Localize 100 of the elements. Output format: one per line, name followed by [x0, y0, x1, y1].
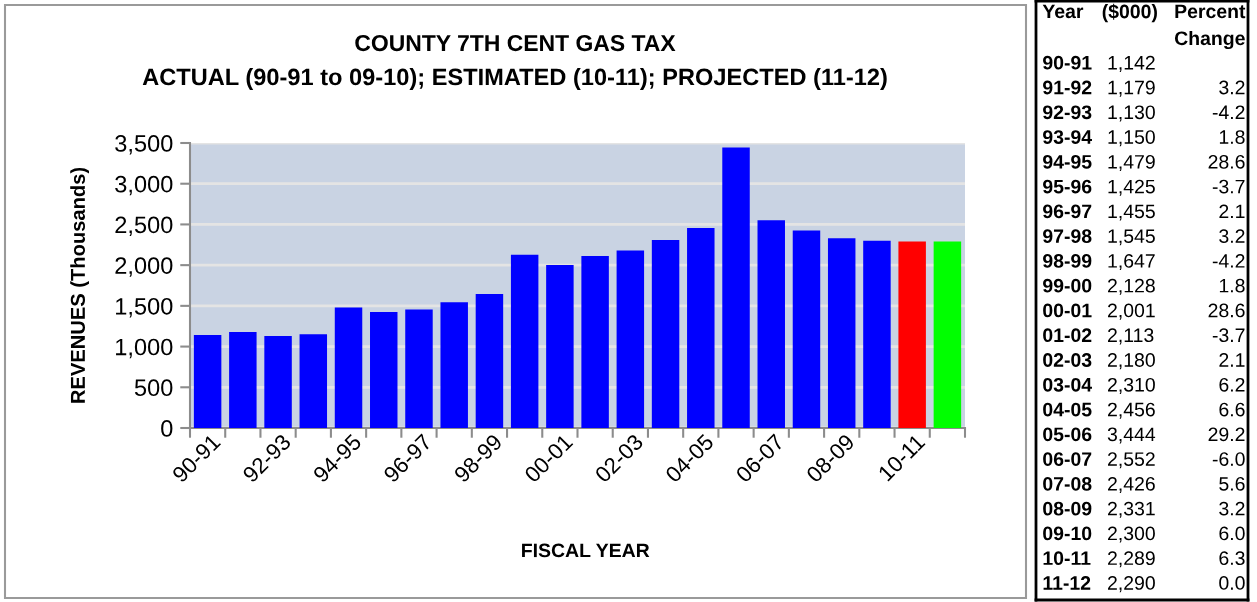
bar	[722, 147, 750, 428]
category-label: 94-95	[1043, 154, 1092, 169]
bar	[299, 334, 328, 428]
data-label: 2.1	[1219, 204, 1245, 219]
data-label: 0.0	[1219, 576, 1245, 590]
data-label: 2,290	[1108, 576, 1155, 593]
data-label: 29.2	[1208, 427, 1245, 442]
bar	[792, 230, 821, 428]
y-axis-title: REVENUES (Thousands)	[70, 167, 89, 403]
y-tick-label: 3,500	[115, 135, 173, 155]
chart-subtitle: ACTUAL (90-91 to 09-10); ESTIMATED (10-11); PROJECTED (11-12)	[142, 68, 887, 90]
text: Year	[1042, 4, 1084, 19]
category-label: 07-08	[1043, 476, 1092, 491]
bar	[898, 241, 926, 428]
data-label: 28.6	[1208, 154, 1245, 169]
bar	[687, 228, 715, 428]
data-label: 1,479	[1108, 154, 1155, 171]
data-label: 1,130	[1108, 105, 1155, 122]
y-tick-label: 1,000	[116, 338, 173, 359]
data-label: 2,180	[1108, 353, 1155, 370]
category-label: 95-96	[1043, 179, 1092, 194]
text: ($000)	[1102, 3, 1157, 23]
data-label: 3.2	[1219, 229, 1245, 244]
data-label: 1.8	[1219, 278, 1245, 293]
data-label: 2,289	[1108, 551, 1155, 568]
category-label: 01-02	[1043, 328, 1092, 343]
bar	[933, 241, 962, 428]
data-label: 2,456	[1108, 402, 1155, 419]
bar	[193, 335, 222, 428]
data-label: -6.0	[1212, 452, 1245, 466]
y-tick-label: 2,000	[115, 257, 173, 277]
bar	[546, 265, 574, 428]
data-label: 5.6	[1219, 476, 1245, 491]
category-label: 04-05	[1043, 402, 1092, 417]
chart-title: COUNTY 7TH CENT GAS TAX	[355, 34, 676, 52]
category-label: 92-93	[1043, 105, 1092, 120]
data-label: 1,425	[1108, 179, 1155, 196]
bar	[827, 238, 856, 428]
y-tick-label: 2,500	[115, 216, 173, 237]
data-label: 3.2	[1219, 80, 1245, 95]
data-label: 28.6	[1208, 303, 1245, 318]
data-label: 6.2	[1219, 377, 1245, 392]
data-label: 2.1	[1219, 353, 1245, 367]
data-label: 6.3	[1219, 551, 1245, 566]
data-label: 2,128	[1108, 278, 1155, 295]
x-axis-title: FISCAL YEAR	[522, 543, 650, 558]
data-label: 3,444	[1107, 427, 1156, 444]
y-tick-label: 500	[134, 379, 173, 397]
bar	[757, 220, 785, 428]
bar	[370, 311, 398, 428]
data-label: 2,552	[1108, 452, 1155, 469]
data-label: 1,545	[1108, 229, 1155, 246]
data-label: -3.7	[1212, 179, 1245, 194]
category-label: 98-99	[1043, 254, 1092, 268]
y-tick-label: 3,000	[115, 175, 173, 196]
data-label: -3.7	[1212, 328, 1245, 343]
y-tick-label: 0	[161, 420, 173, 437]
category-label: 99-00	[1043, 278, 1092, 293]
data-label: 1,150	[1108, 130, 1155, 147]
category-label: 11-12	[1043, 576, 1091, 590]
data-label: 1,179	[1108, 80, 1155, 97]
data-label: 2,300	[1108, 526, 1155, 543]
bar	[616, 250, 645, 428]
data-label: 2,331	[1108, 501, 1155, 518]
data-label: 1,455	[1108, 204, 1155, 221]
data-label: 1,647	[1108, 254, 1155, 271]
category-label: 09-10	[1043, 526, 1092, 541]
data-label: 2,310	[1108, 377, 1155, 394]
data-label: 6.6	[1219, 402, 1245, 417]
category-label: 93-94	[1043, 130, 1092, 144]
bar	[440, 302, 468, 428]
bar	[475, 293, 504, 428]
bar	[334, 307, 363, 428]
bar	[405, 309, 433, 428]
category-label: 02-03	[1043, 353, 1092, 367]
category-label: 00-01	[1043, 303, 1092, 318]
category-label: 10-11	[1043, 551, 1091, 566]
category-label: 03-04	[1043, 377, 1092, 392]
data-label: 1,142	[1108, 55, 1155, 72]
data-label: -4.2	[1212, 254, 1245, 268]
category-label: 91-92	[1043, 80, 1092, 95]
text: Percent Change	[1174, 4, 1246, 50]
data-label: 2,113	[1108, 328, 1154, 345]
data-label: -4.2	[1212, 105, 1245, 119]
category-label: 97-98	[1043, 229, 1092, 244]
data-label: 3.2	[1219, 501, 1245, 516]
bar	[264, 335, 292, 428]
category-label: 90-91	[1043, 55, 1092, 70]
y-tick-label: 1,500	[116, 297, 173, 318]
bar	[651, 239, 680, 428]
data-label: 2,426	[1108, 476, 1155, 494]
bar	[510, 254, 539, 428]
data-label: 2,001	[1108, 303, 1155, 320]
category-label: 05-06	[1043, 427, 1092, 442]
bar	[863, 240, 891, 428]
data-label: 1.8	[1219, 130, 1245, 144]
category-label: 08-09	[1043, 501, 1092, 516]
bar	[229, 332, 257, 428]
data-label: 6.0	[1219, 526, 1245, 541]
bar	[581, 255, 609, 428]
